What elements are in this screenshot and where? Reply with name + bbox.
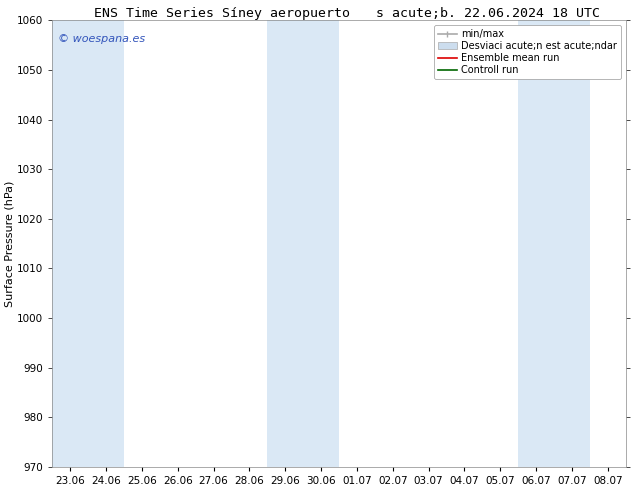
Text: s acute;b. 22.06.2024 18 UTC: s acute;b. 22.06.2024 18 UTC	[376, 7, 600, 21]
Text: ENS Time Series Síney aeropuerto: ENS Time Series Síney aeropuerto	[94, 7, 350, 21]
Y-axis label: Surface Pressure (hPa): Surface Pressure (hPa)	[4, 180, 14, 307]
Bar	[518, 21, 590, 467]
Text: © woespana.es: © woespana.es	[58, 34, 145, 44]
Bar	[268, 21, 339, 467]
Bar	[52, 21, 124, 467]
Legend: min/max, Desviaci acute;n est acute;ndar, Ensemble mean run, Controll run: min/max, Desviaci acute;n est acute;ndar…	[434, 25, 621, 79]
